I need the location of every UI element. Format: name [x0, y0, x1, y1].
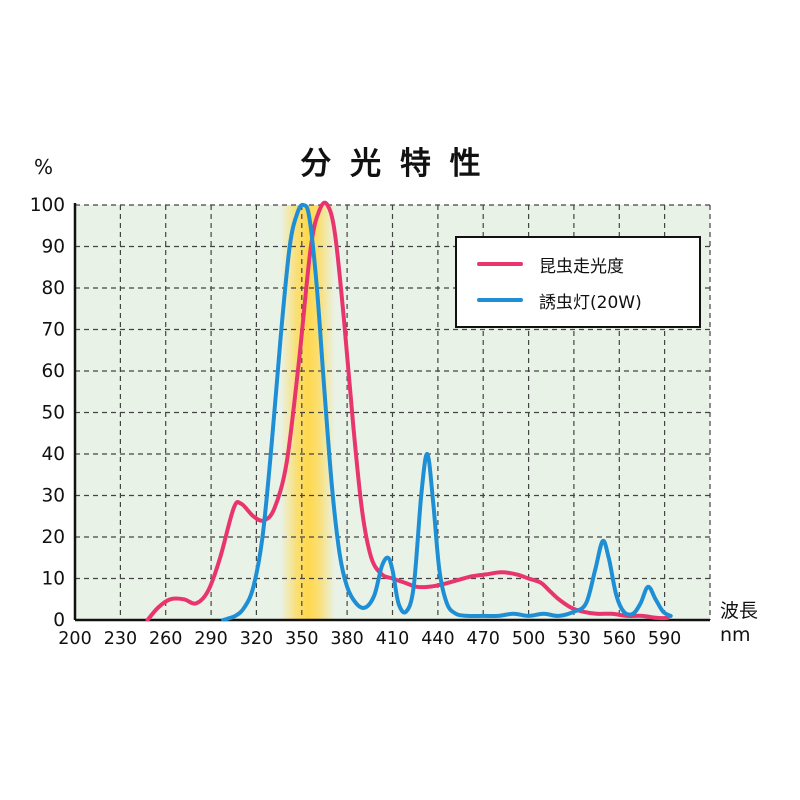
x-tick-label: 320	[240, 629, 273, 649]
y-tick-label: 0	[53, 610, 65, 631]
y-tick-label: 70	[41, 320, 65, 341]
y-tick-label: 60	[41, 361, 65, 382]
y-axis-unit-label: %	[34, 155, 54, 179]
x-tick-label: 200	[58, 629, 91, 649]
legend-line-pink	[477, 262, 523, 266]
y-tick-label: 90	[41, 237, 65, 258]
x-tick-label: 470	[466, 629, 499, 649]
x-tick-label: 410	[376, 629, 409, 649]
legend: 昆虫走光度 誘虫灯(20W)	[455, 236, 701, 328]
y-tick-label: 30	[41, 486, 65, 507]
y-tick-label: 40	[41, 444, 65, 465]
x-tick-label: 380	[330, 629, 363, 649]
series-curve-0	[145, 200, 670, 621]
x-tick-label: 290	[194, 629, 227, 649]
chart-title: 分 光 特 性	[300, 146, 485, 182]
y-tick-label: 10	[41, 569, 65, 590]
y-tick-label: 50	[41, 403, 65, 424]
legend-label-insect-phototaxis: 昆虫走光度	[539, 256, 624, 277]
x-axis-unit-line1: 波長	[720, 600, 759, 622]
x-tick-label: 260	[149, 629, 182, 649]
x-tick-label: 560	[603, 629, 636, 649]
legend-label-attracting-lamp: 誘虫灯(20W)	[539, 292, 642, 313]
x-tick-label: 530	[557, 629, 590, 649]
series-curve-1	[221, 202, 673, 621]
x-axis-unit-label: 波長 nm	[720, 600, 758, 648]
legend-item-attracting-lamp: 誘虫灯(20W)	[457, 282, 699, 318]
x-tick-label: 500	[512, 629, 545, 649]
y-tick-label: 100	[30, 195, 65, 216]
y-tick-label: 20	[41, 527, 65, 548]
x-tick-label: 350	[285, 629, 318, 649]
x-tick-label: 590	[648, 629, 681, 649]
x-tick-label: 440	[421, 629, 454, 649]
legend-item-insect-phototaxis: 昆虫走光度	[457, 246, 699, 282]
y-tick-label: 80	[41, 278, 65, 299]
legend-line-blue	[477, 298, 523, 302]
x-axis-unit-line2: nm	[720, 623, 751, 646]
x-tick-label: 230	[104, 629, 137, 649]
